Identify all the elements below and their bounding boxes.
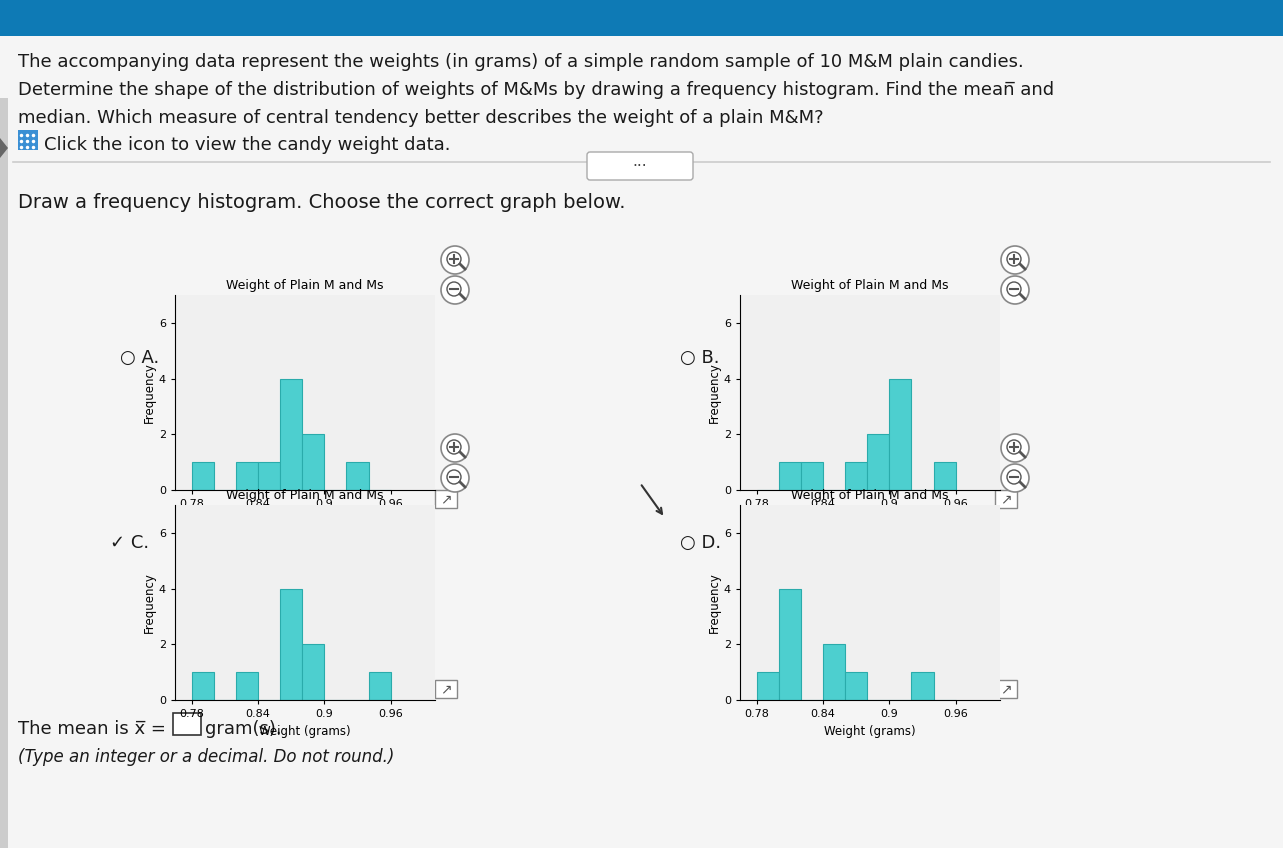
FancyBboxPatch shape	[18, 130, 38, 150]
Circle shape	[441, 246, 470, 274]
Bar	[303, 434, 325, 490]
Bar	[368, 672, 391, 700]
Circle shape	[446, 252, 461, 266]
Text: Determine the shape of the distribution of weights of M&Ms by drawing a frequenc: Determine the shape of the distribution …	[18, 81, 1055, 99]
Bar	[258, 462, 280, 490]
Bar	[280, 378, 303, 490]
Circle shape	[446, 470, 461, 484]
Y-axis label: Frequency: Frequency	[144, 362, 157, 423]
Circle shape	[1001, 276, 1029, 304]
Circle shape	[441, 464, 470, 492]
Text: ○ D.: ○ D.	[680, 534, 721, 552]
Y-axis label: Frequency: Frequency	[708, 362, 721, 423]
Bar	[889, 378, 911, 490]
Bar	[236, 672, 258, 700]
Text: The mean is x̅ =: The mean is x̅ =	[18, 720, 172, 738]
Bar	[757, 672, 779, 700]
X-axis label: Weight (grams): Weight (grams)	[259, 724, 350, 738]
Y-axis label: Frequency: Frequency	[708, 572, 721, 633]
Bar	[346, 462, 368, 490]
FancyBboxPatch shape	[996, 680, 1017, 698]
X-axis label: Weight (grams): Weight (grams)	[259, 515, 350, 527]
Text: Click the icon to view the candy weight data.: Click the icon to view the candy weight …	[44, 136, 450, 154]
Text: ✓ C.: ✓ C.	[110, 534, 149, 552]
Circle shape	[1007, 282, 1021, 296]
Circle shape	[446, 440, 461, 454]
FancyBboxPatch shape	[588, 152, 693, 180]
Circle shape	[1007, 252, 1021, 266]
Text: ···: ···	[633, 159, 648, 174]
Title: Weight of Plain M and Ms: Weight of Plain M and Ms	[226, 489, 384, 503]
Bar	[191, 462, 214, 490]
Bar	[801, 462, 822, 490]
Circle shape	[446, 282, 461, 296]
Bar	[867, 434, 889, 490]
Text: ↗: ↗	[1001, 682, 1012, 696]
Text: ↗: ↗	[440, 682, 452, 696]
Title: Weight of Plain M and Ms: Weight of Plain M and Ms	[792, 280, 948, 293]
Circle shape	[1001, 246, 1029, 274]
Bar	[911, 672, 934, 700]
Title: Weight of Plain M and Ms: Weight of Plain M and Ms	[226, 280, 384, 293]
Circle shape	[1007, 470, 1021, 484]
Text: median. Which measure of central tendency better describes the weight of a plain: median. Which measure of central tendenc…	[18, 109, 824, 127]
FancyBboxPatch shape	[435, 490, 457, 508]
Bar	[280, 589, 303, 700]
Bar	[236, 462, 258, 490]
Y-axis label: Frequency: Frequency	[144, 572, 157, 633]
Bar	[934, 462, 956, 490]
X-axis label: Weight (grams): Weight (grams)	[824, 724, 916, 738]
Circle shape	[1001, 464, 1029, 492]
Text: ↗: ↗	[440, 492, 452, 506]
Title: Weight of Plain M and Ms: Weight of Plain M and Ms	[792, 489, 948, 503]
Text: Draw a frequency histogram. Choose the correct graph below.: Draw a frequency histogram. Choose the c…	[18, 193, 626, 212]
X-axis label: Weight (grams): Weight (grams)	[824, 515, 916, 527]
Circle shape	[1007, 440, 1021, 454]
Text: ○ A.: ○ A.	[121, 349, 159, 367]
Text: The accompanying data represent the weights (in grams) of a simple random sample: The accompanying data represent the weig…	[18, 53, 1024, 71]
Text: (Type an integer or a decimal. Do not round.): (Type an integer or a decimal. Do not ro…	[18, 748, 394, 766]
Circle shape	[441, 276, 470, 304]
Bar	[779, 462, 801, 490]
Bar	[0, 98, 8, 848]
FancyBboxPatch shape	[435, 680, 457, 698]
FancyBboxPatch shape	[173, 713, 201, 735]
Circle shape	[1001, 434, 1029, 462]
Bar	[191, 672, 214, 700]
Text: ○ B.: ○ B.	[680, 349, 720, 367]
Polygon shape	[0, 138, 8, 158]
Bar	[845, 462, 867, 490]
FancyBboxPatch shape	[996, 490, 1017, 508]
Bar	[0, 0, 1283, 36]
Bar	[822, 644, 845, 700]
Text: gram(s).: gram(s).	[205, 720, 282, 738]
Bar	[845, 672, 867, 700]
Bar	[303, 644, 325, 700]
Bar	[779, 589, 801, 700]
Circle shape	[441, 434, 470, 462]
Text: ↗: ↗	[1001, 492, 1012, 506]
